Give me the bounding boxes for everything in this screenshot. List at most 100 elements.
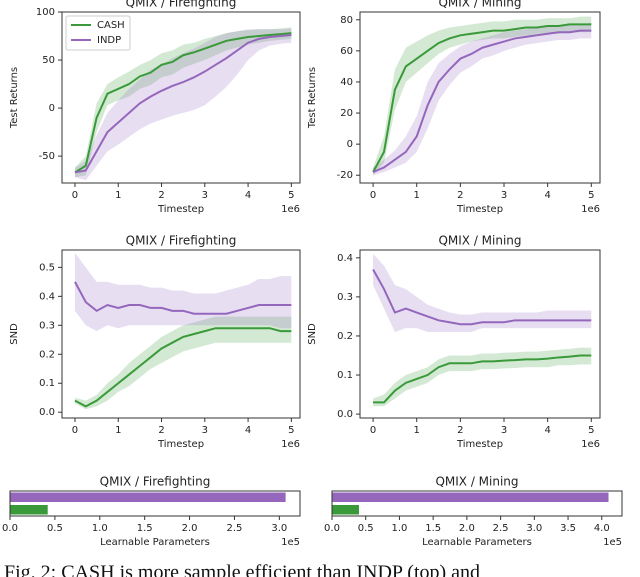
x-tick-label: 2 [457, 425, 463, 436]
x-tick-label: 0 [370, 190, 376, 201]
x-axis-label: Learnable Parameters [422, 537, 532, 548]
y-tick-label: 0.0 [39, 407, 55, 418]
x-tick-label: 5 [588, 425, 594, 436]
x-axis-label: Timestep [456, 439, 503, 450]
y-tick-label: 0.1 [337, 370, 353, 381]
series-line [74, 327, 292, 408]
y-tick-label: 0.4 [39, 291, 55, 302]
x-axis-label: Timestep [456, 204, 503, 215]
x-tick-label: 1.5 [137, 523, 153, 534]
x-tick-label: 0.5 [47, 523, 63, 534]
y-tick-label: 0 [347, 139, 353, 150]
plot-frame [61, 249, 301, 419]
x-tick-label: 0.0 [2, 523, 18, 534]
x-tick-label: 1.0 [391, 523, 407, 534]
x-tick-label: 3 [501, 425, 507, 436]
x-axis-label: Timestep [157, 204, 204, 215]
x-offset: 1e6 [581, 204, 600, 215]
x-offset: 1e5 [603, 537, 622, 548]
x-tick-label: 3.5 [560, 523, 576, 534]
confidence-band [373, 253, 592, 333]
x-tick-label: 1 [115, 190, 121, 201]
x-tick-label: 1 [414, 425, 420, 436]
y-tick-label: 0.5 [39, 262, 55, 273]
x-tick-label: 4 [245, 190, 251, 201]
chart-title: QMIX / Firefighting [126, 0, 237, 10]
x-tick-label: 5 [588, 190, 594, 201]
x-tick-label: 0.5 [358, 523, 374, 534]
plot-frame [359, 11, 601, 184]
confidence-band [74, 28, 292, 181]
x-tick-label: 2.5 [227, 523, 243, 534]
x-tick-label: 5 [288, 190, 294, 201]
x-tick-label: 3.0 [271, 523, 287, 534]
legend-label: INDP [97, 35, 121, 46]
y-tick-label: 60 [340, 46, 353, 57]
y-tick-label: 0 [49, 103, 55, 114]
confidence-band [74, 316, 292, 410]
x-tick-label: 2 [158, 425, 164, 436]
x-tick-label: 0 [72, 425, 78, 436]
y-tick-label: 0.0 [337, 409, 353, 420]
y-tick-label: 0.1 [39, 378, 55, 389]
y-tick-label: -20 [337, 170, 353, 181]
series-line [372, 269, 592, 326]
confidence-band [74, 27, 292, 178]
y-tick-label: 40 [340, 77, 353, 88]
x-tick-label: 2.0 [459, 523, 475, 534]
confidence-band [74, 252, 292, 332]
series-line [372, 29, 592, 174]
series-line [74, 34, 292, 174]
plot-frame [331, 490, 623, 517]
y-axis-label: Test Returns [9, 67, 20, 129]
y-axis-label: SND [307, 323, 318, 345]
x-tick-label: 1.5 [425, 523, 441, 534]
x-tick-label: 3 [501, 190, 507, 201]
y-tick-label: 20 [340, 108, 353, 119]
series-line [74, 281, 292, 315]
x-tick-label: 4 [544, 190, 550, 201]
series-line [372, 23, 592, 173]
y-tick-label: 100 [36, 7, 55, 18]
y-axis-label: SND [9, 323, 20, 345]
x-tick-label: 4.0 [594, 523, 610, 534]
chart-title: QMIX / Mining [438, 234, 521, 248]
y-tick-label: 80 [340, 15, 353, 26]
x-axis-label: Learnable Parameters [100, 537, 210, 548]
confidence-band [373, 347, 592, 407]
bar [332, 492, 609, 502]
y-axis-label: Test Returns [307, 67, 318, 129]
x-tick-label: 4 [245, 425, 251, 436]
x-tick-label: 2 [457, 190, 463, 201]
y-tick-label: 50 [42, 55, 55, 66]
x-tick-label: 1 [115, 425, 121, 436]
y-tick-label: 0.3 [337, 292, 353, 303]
y-tick-label: 0.2 [337, 331, 353, 342]
x-tick-label: 2.5 [493, 523, 509, 534]
series-line [373, 354, 592, 404]
x-tick-label: 2.0 [182, 523, 198, 534]
x-tick-label: 4 [544, 425, 550, 436]
x-offset: 1e5 [281, 537, 300, 548]
x-offset: 1e6 [281, 439, 300, 450]
plot-frame [61, 11, 301, 184]
y-tick-label: 0.3 [39, 320, 55, 331]
bar [10, 492, 286, 502]
caption: Fig. 2: CASH is more sample efficient th… [4, 562, 480, 577]
x-tick-label: 3.0 [526, 523, 542, 534]
x-offset: 1e6 [581, 439, 600, 450]
bar [332, 505, 359, 515]
x-tick-label: 2 [158, 190, 164, 201]
y-tick-label: -50 [39, 151, 55, 162]
confidence-band [373, 16, 592, 176]
x-tick-label: 0 [370, 425, 376, 436]
chart-title: QMIX / Firefighting [100, 475, 211, 489]
x-tick-label: 3 [202, 190, 208, 201]
legend-label: CASH [97, 20, 125, 31]
x-offset: 1e6 [281, 204, 300, 215]
series-line [74, 32, 292, 174]
plot-frame [9, 490, 301, 517]
chart-title: QMIX / Mining [435, 475, 518, 489]
